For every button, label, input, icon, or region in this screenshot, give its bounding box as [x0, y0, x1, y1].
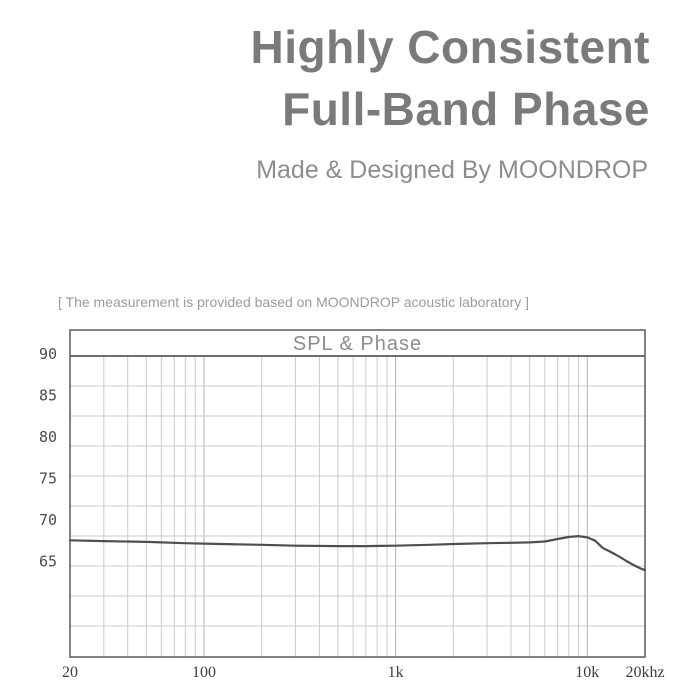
y-axis-label: 65 — [39, 553, 57, 571]
x-axis-label: 20khz — [625, 664, 664, 681]
page-title: Highly Consistent Full-Band Phase — [250, 16, 650, 140]
x-axis-label: 1k — [388, 664, 404, 681]
y-axis-label: 70 — [39, 511, 57, 529]
y-axis-label: 80 — [39, 428, 57, 446]
page-title-line2: Full-Band Phase — [282, 83, 650, 135]
page-subtitle: Made & Designed By MOONDROP — [256, 156, 648, 184]
y-axis-label: 90 — [39, 345, 57, 363]
y-axis-label: 75 — [39, 470, 57, 488]
chart-title: SPL & Phase — [293, 333, 422, 355]
x-axis-label: 10k — [575, 664, 599, 681]
x-axis-label: 20 — [62, 664, 78, 681]
y-axis-label: 85 — [39, 387, 57, 405]
x-axis-label: 100 — [192, 664, 216, 681]
spl-curve — [68, 535, 647, 572]
measurement-note: [ The measurement is provided based on M… — [58, 294, 530, 310]
chart-gridlines — [70, 356, 645, 657]
page-title-line1: Highly Consistent — [250, 21, 650, 73]
chart-frame — [69, 329, 646, 658]
